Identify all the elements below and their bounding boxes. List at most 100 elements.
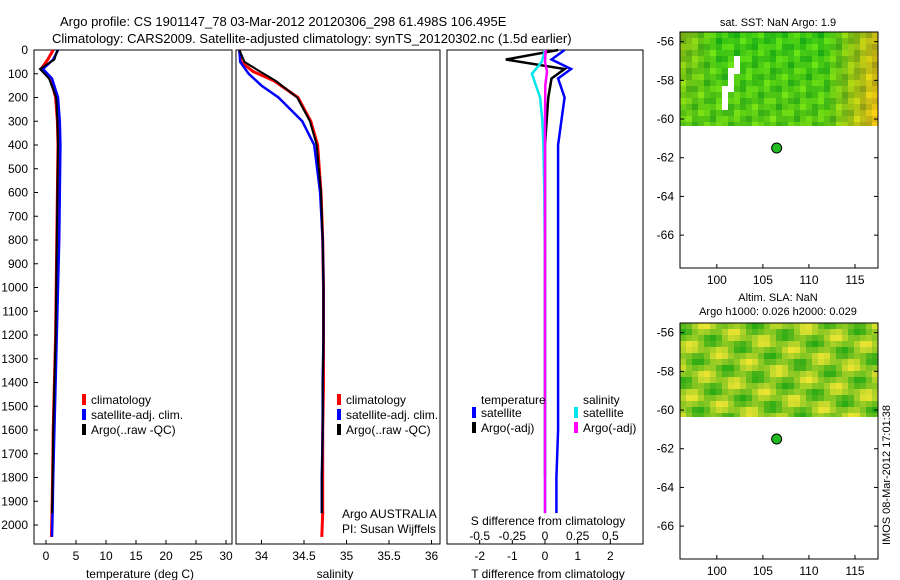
heatmap-cell (698, 68, 705, 75)
heatmap-cell (722, 110, 729, 117)
heatmap-cell (794, 347, 801, 354)
heatmap-cell (722, 68, 729, 75)
heatmap-cell (692, 389, 699, 396)
heatmap-cell (836, 80, 843, 87)
heatmap-cell (692, 347, 699, 354)
heatmap-cell (812, 98, 819, 105)
heatmap-cell (680, 359, 687, 366)
heatmap-cell (860, 407, 867, 414)
heatmap-cell (836, 323, 843, 330)
heatmap-cell (692, 395, 699, 402)
heatmap-cell (710, 80, 717, 87)
heatmap-cell (746, 389, 753, 396)
heatmap-cell (866, 74, 873, 81)
heatmap-cell (872, 80, 878, 87)
heatmap-cell (764, 38, 771, 45)
heatmap-cell (782, 92, 789, 99)
heatmap-cell (728, 92, 735, 99)
heatmap-cell (854, 347, 861, 354)
heatmap-cell (794, 62, 801, 69)
heatmap-cell (830, 56, 837, 63)
heatmap-cell (698, 32, 705, 39)
heatmap-cell (692, 98, 699, 105)
heatmap-cell (728, 116, 735, 123)
heatmap-cell (800, 353, 807, 360)
heatmap-cell (740, 395, 747, 402)
heatmap-cell (746, 116, 753, 123)
salinity-panel: 34 34.5 35 35.5 36 salinity climatologysatel… (235, 49, 441, 580)
heatmap-cell (800, 122, 807, 126)
heatmap-cell (686, 329, 693, 336)
salinity-xlabel: salinity (317, 567, 354, 580)
heatmap-cell (830, 371, 837, 378)
heatmap-cell (704, 56, 711, 63)
heatmap-cell (836, 110, 843, 117)
heatmap-cell (872, 98, 878, 105)
heatmap-cell (848, 365, 855, 372)
heatmap-cell (866, 38, 873, 45)
heatmap-cell (836, 401, 843, 408)
heatmap-cell (788, 395, 795, 402)
heatmap-cell (842, 383, 849, 390)
heatmap-cell (794, 92, 801, 99)
heatmap-cell (764, 413, 771, 417)
heatmap-cell (836, 116, 843, 123)
heatmap-cell (872, 104, 878, 111)
heatmap-cell (716, 80, 723, 87)
heatmap-cell (734, 401, 741, 408)
heatmap-cell (818, 383, 825, 390)
heatmap-cell (686, 86, 693, 93)
heatmap-cell (800, 38, 807, 45)
heatmap-cell (806, 341, 813, 348)
heatmap-cell (788, 116, 795, 123)
heatmap-cell (680, 377, 687, 384)
heatmap-cell (734, 122, 741, 126)
heatmap-cell (836, 92, 843, 99)
heatmap-cell (734, 353, 741, 360)
heatmap-cell (794, 110, 801, 117)
heatmap-cell (770, 395, 777, 402)
heatmap-cell (782, 86, 789, 93)
sla-map-title: Altim. SLA: NaN (738, 292, 818, 304)
heatmap-cell (692, 32, 699, 39)
heatmap-cell (788, 104, 795, 111)
heatmap-cell (722, 359, 729, 366)
heatmap-cell (710, 38, 717, 45)
heatmap-cell (740, 104, 747, 111)
heatmap-cell (818, 377, 825, 384)
heatmap-cell (788, 62, 795, 69)
legend-swatch (337, 394, 341, 405)
heatmap-cell (842, 110, 849, 117)
heatmap-cell (692, 365, 699, 372)
depth-tick-label: 1800 (1, 471, 28, 485)
heatmap-cell (860, 335, 867, 342)
heatmap-cell (806, 371, 813, 378)
heatmap-cell (776, 389, 783, 396)
heatmap-cell (872, 56, 878, 63)
lat-tick-label: -64 (657, 189, 675, 203)
heatmap-cell (848, 341, 855, 348)
heatmap-cell (854, 335, 861, 342)
x-tick-label: 34.5 (292, 549, 316, 563)
heatmap-cell (824, 44, 831, 51)
heatmap-cell (776, 56, 783, 63)
heatmap-cell (704, 359, 711, 366)
heatmap-cell (698, 353, 705, 360)
heatmap-cell (716, 377, 723, 384)
heatmap-cell (872, 50, 878, 57)
heatmap-cell (692, 359, 699, 366)
heatmap-cell (818, 341, 825, 348)
heatmap-cell (680, 389, 687, 396)
legend-swatch (82, 424, 86, 435)
heatmap-cell (740, 341, 747, 348)
heatmap-cell (806, 44, 813, 51)
heatmap-cell (722, 92, 729, 99)
lon-tick-label: 105 (753, 564, 773, 578)
heatmap-cell (818, 329, 825, 336)
heatmap-cell (758, 377, 765, 384)
heatmap-cell (764, 359, 771, 366)
heatmap-cell (848, 92, 855, 99)
heatmap-cell (752, 353, 759, 360)
heatmap-cell (872, 86, 878, 93)
heatmap-cell (866, 104, 873, 111)
